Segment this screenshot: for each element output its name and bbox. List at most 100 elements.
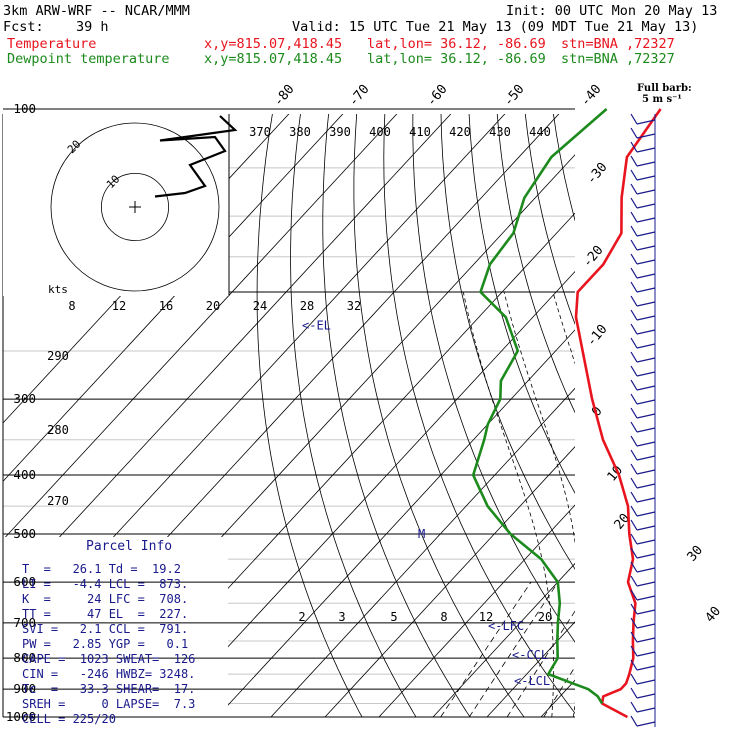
temperature-tick-label: 30 — [685, 543, 707, 565]
temperature-tick-label: 40 — [703, 604, 725, 626]
wind-barb — [630, 211, 638, 223]
wind-barb — [636, 133, 656, 139]
moist-adiabat — [611, 292, 649, 717]
speed-tick-label: 12 — [112, 299, 126, 313]
wind-barb — [636, 609, 656, 615]
wind-barb — [636, 385, 656, 391]
parcel-row-cell: CELL = 225/20 — [22, 712, 116, 726]
wind-barb — [630, 435, 638, 447]
wind-barb — [630, 421, 638, 433]
wind-barb — [630, 267, 638, 279]
wind-barb — [630, 141, 638, 153]
level-annotation: <-CCL — [512, 648, 548, 662]
wind-barb — [636, 189, 656, 195]
wind-barb — [636, 595, 656, 601]
speed-tick-label: 28 — [300, 299, 314, 313]
wind-barb — [630, 519, 638, 531]
pressure-tick-label: 700 — [13, 615, 36, 630]
wind-barb — [630, 407, 638, 419]
parcel-info-box — [3, 537, 228, 717]
wind-barb — [636, 469, 656, 475]
wind-barb — [630, 323, 638, 335]
dry-adiabat — [609, 109, 740, 730]
mixing-ratio-label: 20 — [538, 610, 552, 624]
dry-adiabat — [665, 109, 740, 730]
wind-barb — [630, 127, 638, 139]
wind-barb — [630, 701, 638, 713]
moist-adiabat — [503, 291, 575, 717]
parcel-row-tt: TT = 47 EL = 227. — [22, 607, 189, 621]
wind-barb — [636, 217, 656, 223]
wind-barb — [630, 631, 638, 643]
wind-barb — [636, 539, 656, 545]
wind-barb — [630, 673, 638, 685]
wind-barb — [630, 365, 638, 377]
wind-barb — [636, 315, 656, 321]
barb-legend-title: Full barb: — [637, 83, 692, 94]
wind-barb — [636, 525, 656, 531]
temperature-trace — [574, 108, 662, 719]
wind-barb — [636, 413, 656, 419]
wind-barb — [630, 645, 638, 657]
theta-label: 410 — [409, 125, 431, 139]
theta-label: 270 — [47, 494, 69, 508]
temperature-tick-label: -30 — [584, 160, 611, 188]
wind-barb — [636, 497, 656, 503]
parcel-row-svi: SVI = 2.1 CCL = 791. — [22, 622, 189, 636]
dry-adiabat — [637, 109, 740, 730]
parcel-row-sreh: SREH = 0 LAPSE= 7.3 — [22, 697, 196, 711]
temperature-xy: x,y=815.07,418.45 — [204, 36, 343, 52]
theta-label: 420 — [449, 125, 471, 139]
wind-barb — [630, 197, 638, 209]
pressure-tick-label: 500 — [13, 526, 36, 541]
isotherm — [432, 562, 575, 717]
theta-label: 380 — [289, 125, 311, 139]
theta-label: 440 — [529, 125, 551, 139]
temperature-tick-label: -10 — [584, 322, 611, 350]
wind-barb — [630, 239, 638, 251]
wind-barb — [636, 651, 656, 657]
temperature-tick-label: -50 — [501, 82, 528, 110]
wind-barb — [636, 581, 656, 587]
mixing-ratio-label: 3 — [338, 610, 345, 624]
isotherm — [216, 329, 575, 717]
wind-barb — [630, 169, 638, 181]
wind-barb — [630, 337, 638, 349]
wind-barb — [636, 245, 656, 251]
theta-label: 290 — [47, 349, 69, 363]
wind-barb — [630, 561, 638, 573]
wind-barb — [636, 637, 656, 643]
wind-barb — [630, 463, 638, 475]
wind-barb — [630, 225, 638, 237]
theta-label: 400 — [369, 125, 391, 139]
hodograph-speed-unit: kts — [48, 283, 68, 296]
theta-label: 280 — [47, 423, 69, 437]
wind-barbs — [630, 113, 656, 727]
speed-tick-label: 20 — [206, 299, 220, 313]
wind-barb — [636, 287, 656, 293]
dewpoint-legend: Dewpoint temperature — [7, 51, 170, 67]
wind-barb — [636, 175, 656, 181]
isotherm — [3, 114, 398, 541]
isotherm — [649, 109, 740, 717]
wind-barb — [636, 665, 656, 671]
forecast-label: Fcst: — [3, 19, 44, 35]
dry-adiabat — [322, 114, 471, 717]
pressure-tick-label: 800 — [13, 650, 36, 665]
parcel-row-li: LI = -4.4 LCL = 873. — [22, 577, 189, 591]
wind-barb — [636, 357, 656, 363]
wind-barb — [636, 259, 656, 265]
dry-adiabat — [720, 109, 740, 730]
level-annotation: <-EL — [302, 318, 331, 332]
parcel-row-tc: Tc = 33.3 SHEAR= 17. — [22, 682, 196, 696]
wind-barb — [636, 441, 656, 447]
wind-barb — [636, 511, 656, 517]
hodograph-ring — [101, 172, 169, 241]
speed-tick-label: 16 — [159, 299, 173, 313]
mixing-ratio-label: 8 — [440, 610, 447, 624]
wind-barb — [630, 491, 638, 503]
wind-barb — [630, 295, 638, 307]
dry-adiabat — [256, 114, 363, 717]
wind-barb — [630, 113, 638, 125]
moist-adiabat — [638, 292, 694, 717]
